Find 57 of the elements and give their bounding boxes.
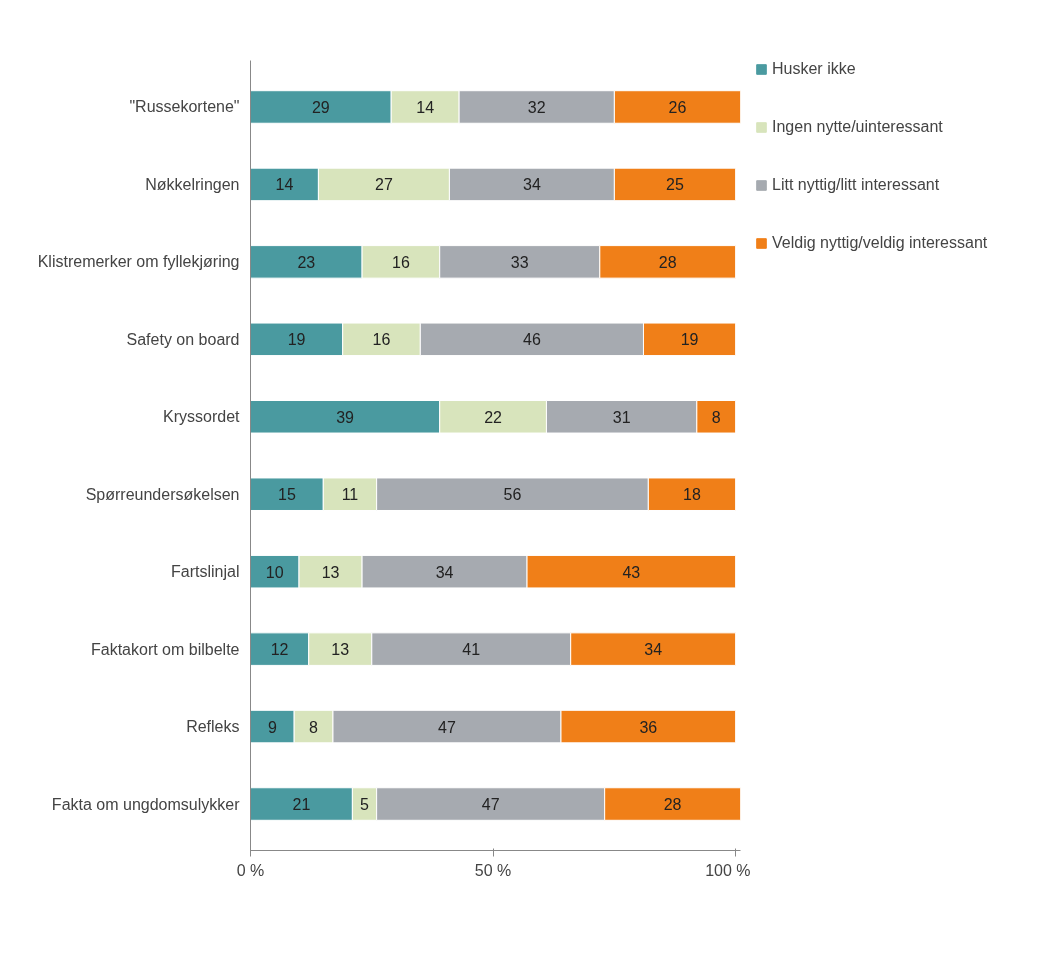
data-label: 25 (666, 176, 684, 194)
data-label: 14 (416, 98, 435, 116)
x-tick-label: 50 % (474, 861, 512, 879)
legend-label: Veldig nyttig/veldig interessant (772, 234, 988, 252)
data-label: 34 (644, 641, 663, 659)
data-label: 26 (668, 98, 687, 116)
legend-label: Ingen nytte/uinteressant (772, 118, 943, 136)
data-label: 22 (484, 408, 503, 426)
data-label: 13 (331, 641, 350, 659)
data-label: 19 (680, 331, 699, 349)
data-label: 47 (481, 796, 500, 814)
y-tick-label: "Russekortene" (129, 98, 240, 116)
data-label: 23 (297, 253, 316, 271)
y-tick-label: Safety on board (126, 330, 240, 348)
data-label: 19 (287, 331, 306, 349)
data-label: 41 (462, 641, 481, 659)
data-label: 16 (372, 331, 391, 349)
data-label: 33 (510, 253, 529, 271)
data-label: 34 (435, 563, 454, 581)
data-label: 8 (711, 408, 721, 426)
y-tick-label: Fartslinjal (171, 563, 240, 581)
data-label: 28 (658, 253, 677, 271)
data-label: 34 (522, 176, 541, 194)
y-tick-label: Spørreundersøkelsen (85, 485, 240, 503)
data-label: 5 (360, 796, 370, 814)
y-tick-label: Klistremerker om fyllekjøring (37, 253, 240, 271)
data-label: 31 (612, 408, 631, 426)
data-label: 13 (321, 563, 340, 581)
data-label: 21 (292, 796, 311, 814)
data-label: 28 (663, 796, 682, 814)
data-label: 56 (503, 486, 522, 504)
data-label: 36 (639, 718, 658, 736)
y-tick-label: Fakta om ungdomsulykker (51, 795, 241, 813)
data-label: 11 (341, 486, 359, 504)
data-label: 47 (438, 718, 456, 736)
data-label: 15 (277, 486, 296, 504)
data-label: 16 (392, 253, 410, 271)
data-label: 18 (683, 486, 701, 504)
y-tick-label: Faktakort om bilbelte (90, 640, 240, 658)
y-tick-label: Kryssordet (163, 408, 241, 426)
data-label: 43 (622, 563, 641, 581)
data-label: 12 (270, 641, 289, 659)
x-tick-label: 100 % (705, 861, 751, 879)
data-label: 9 (267, 718, 277, 736)
data-label: 27 (375, 176, 393, 194)
data-label: 32 (527, 98, 546, 116)
data-label: 39 (336, 408, 355, 426)
legend-label: Husker ikke (772, 60, 856, 78)
data-label: 8 (309, 718, 319, 736)
x-tick-label: 0 % (236, 861, 265, 879)
data-label: 10 (265, 563, 284, 581)
y-tick-label: Refleks (186, 718, 240, 736)
data-label: 14 (275, 176, 294, 194)
legend-label: Litt nyttig/litt interessant (772, 176, 940, 194)
data-label: 46 (522, 331, 541, 349)
data-label: 29 (311, 98, 330, 116)
y-tick-label: Nøkkelringen (145, 175, 240, 193)
